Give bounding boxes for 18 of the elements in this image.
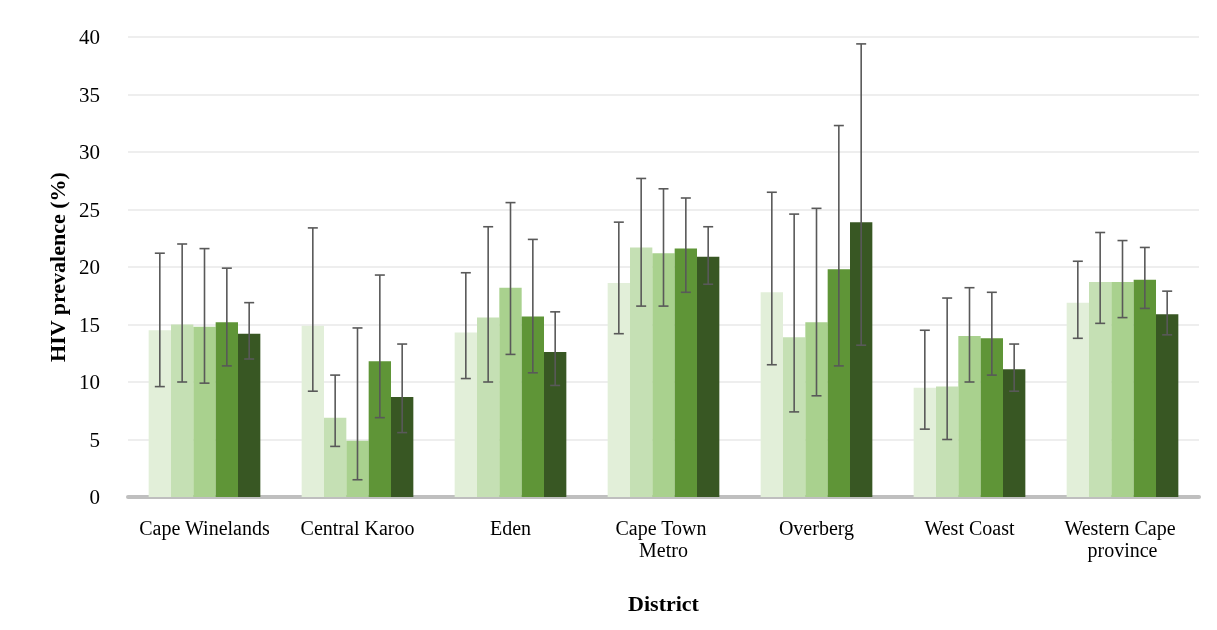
x-tick-label: Cape Winelands: [139, 517, 270, 540]
y-tick-label: 20: [79, 255, 100, 279]
y-tick-label: 25: [79, 197, 100, 222]
x-tick-label: West Coast: [924, 517, 1015, 539]
y-tick-label: 35: [79, 82, 100, 107]
x-tick-label: Eden: [489, 517, 532, 539]
y-tick-label: 0: [89, 485, 100, 509]
y-tick-label: 40: [79, 25, 100, 49]
y-axis-title: HIV prevalence (%): [44, 172, 70, 362]
x-tick-label: Cape Town Metro: [615, 517, 712, 561]
y-tick-label: 30: [79, 140, 100, 164]
x-tick-label: Western Cape province: [1064, 517, 1181, 562]
y-tick-label: 15: [79, 312, 100, 337]
y-tick-label: 5: [89, 427, 100, 452]
y-tick-label: 10: [79, 370, 100, 394]
x-tick-label: Central Karoo: [300, 517, 415, 539]
x-axis-title: District: [628, 590, 700, 616]
x-tick-label: Overberg: [778, 517, 855, 540]
